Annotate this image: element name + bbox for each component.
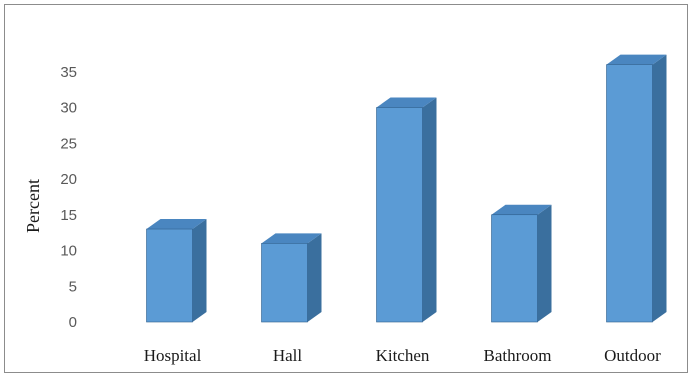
bar-front	[491, 214, 538, 323]
y-tick-label: 10	[60, 243, 77, 260]
bar-front	[261, 243, 308, 323]
y-tick-label: 5	[69, 278, 77, 295]
bar-side	[537, 204, 552, 322]
bar-side	[422, 97, 437, 322]
x-tick-label: Hall	[273, 346, 303, 365]
bar-top	[606, 54, 667, 65]
bar-front	[606, 64, 653, 323]
chart-frame: 0 5 10 15 20 25 30 35 Hospital Hall Kitchen Bathro…	[4, 4, 688, 373]
y-tick-label: 15	[60, 207, 77, 224]
bar-hospital	[146, 219, 207, 323]
y-tick-label: 30	[60, 100, 77, 117]
bar-kitchen	[376, 97, 437, 323]
x-tick-label: Outdoor	[604, 346, 661, 365]
bar-front	[146, 228, 193, 323]
y-tick-label: 20	[60, 171, 77, 188]
bar-top	[146, 219, 207, 230]
x-tick-label: Hospital	[144, 346, 202, 365]
y-axis-ticks: 0 5 10 15 20 25 30 35	[60, 64, 77, 331]
bar-outdoor	[606, 54, 667, 323]
bar-side	[192, 219, 207, 322]
bar-front	[376, 107, 423, 323]
bar-chart: 0 5 10 15 20 25 30 35 Hospital Hall Kitchen Bathro…	[23, 54, 667, 365]
y-tick-label: 35	[60, 64, 77, 81]
y-tick-label: 25	[60, 135, 77, 152]
bars	[146, 54, 667, 323]
bar-side	[652, 54, 667, 322]
bar-side	[307, 233, 322, 322]
bar-top	[491, 204, 552, 215]
bar-top	[376, 97, 437, 108]
bar-bathroom	[491, 204, 552, 323]
y-axis-title: Percent	[23, 179, 43, 233]
x-tick-label: Kitchen	[376, 346, 430, 365]
x-tick-label: Bathroom	[484, 346, 552, 365]
bar-top	[261, 233, 322, 244]
y-tick-label: 0	[69, 314, 77, 331]
x-axis-labels: Hospital Hall Kitchen Bathroom Outdoor	[144, 346, 661, 365]
bar-hall	[261, 233, 322, 323]
